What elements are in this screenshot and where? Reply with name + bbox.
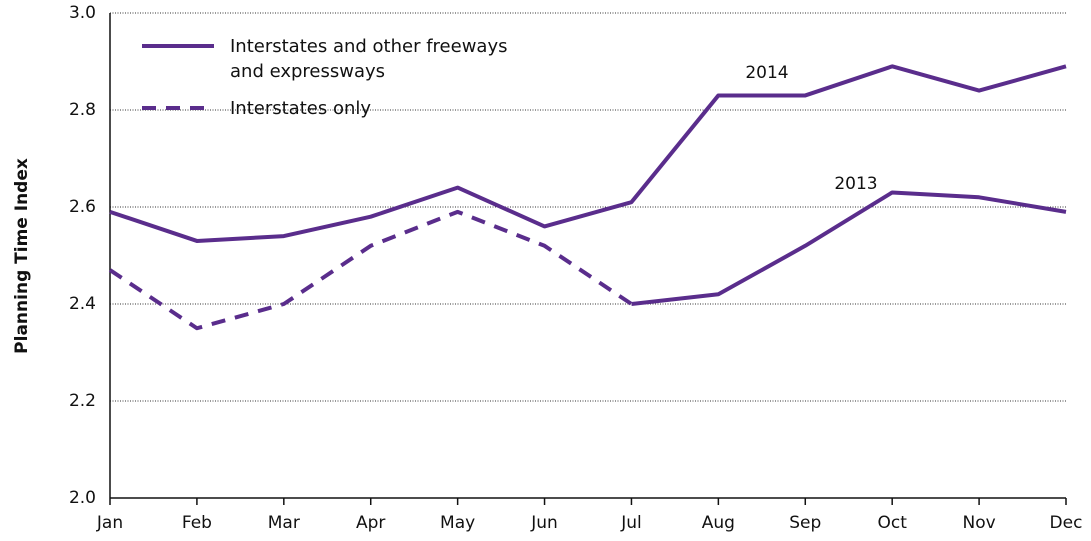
y-tick-label: 2.2 <box>69 391 96 411</box>
x-tick-label: Jan <box>96 513 123 533</box>
y-tick-label: 3.0 <box>69 3 96 23</box>
series-line <box>631 190 1067 306</box>
x-tick-label: Apr <box>356 513 385 533</box>
legend: Interstates and other freeways and expre… <box>140 34 520 133</box>
x-tick-label: Mar <box>268 513 300 533</box>
y-axis-label: Planning Time Index <box>12 158 32 354</box>
x-tick-label: Dec <box>1050 513 1083 533</box>
legend-swatch <box>142 44 214 48</box>
legend-label: Interstates only <box>230 98 372 119</box>
x-tick-label: Nov <box>962 513 995 533</box>
y-tick-label: 2.0 <box>69 488 96 508</box>
legend-item: Interstates only <box>140 96 520 121</box>
x-tick-label: May <box>440 513 475 533</box>
y-tick-label: 2.4 <box>69 294 96 314</box>
x-tick-label: Jul <box>620 513 642 533</box>
x-tick-label: Sep <box>789 513 821 533</box>
y-tick-label: 2.8 <box>69 100 96 120</box>
legend-swatch <box>142 106 214 110</box>
series-label: 2013 <box>834 174 877 194</box>
x-tick-label: Feb <box>182 513 212 533</box>
y-tick-label: 2.6 <box>69 197 96 217</box>
series-line <box>109 64 1067 243</box>
legend-label: Interstates and other freeways and expre… <box>230 36 508 82</box>
legend-item: Interstates and other freeways and expre… <box>140 34 520 84</box>
x-tick-label: Oct <box>877 513 907 533</box>
series-line <box>108 209 633 331</box>
series-label: 2014 <box>745 63 788 83</box>
x-tick-label: Aug <box>702 513 735 533</box>
x-tick-label: Jun <box>530 513 558 533</box>
